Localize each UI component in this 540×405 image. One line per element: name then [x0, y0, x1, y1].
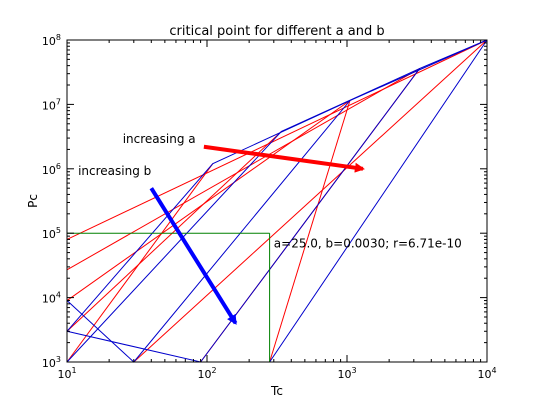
x-tick-label-0: 101 — [57, 366, 76, 381]
const-a-line-3 — [66, 68, 420, 271]
y-tick-label-4: 107 — [42, 97, 61, 112]
const-b-line-3 — [66, 68, 420, 363]
const-b-line-2 — [66, 39, 488, 363]
y-tick-label-3: 106 — [42, 162, 61, 177]
y-tick-label-2: 105 — [42, 226, 61, 241]
annotation-2: a=25.0, b=0.0030; r=6.71e-10 — [274, 236, 462, 250]
ticks: 101 102 103 104 103 104 105 106 107 108 — [42, 33, 497, 381]
y-tick-label-0: 103 — [42, 355, 61, 370]
const-a-line-4 — [66, 39, 488, 240]
y-tick-label-1: 104 — [42, 291, 61, 306]
const-b-line-0 — [67, 39, 488, 363]
const-a-line-2 — [66, 100, 351, 301]
const-b-line-1 — [66, 39, 488, 363]
x-tick-label-3: 104 — [477, 366, 496, 381]
annotation-1: increasing b — [78, 164, 151, 178]
const-a-line-5 — [133, 39, 488, 363]
axes-frame — [66, 39, 488, 363]
annotation-0: increasing a — [123, 132, 196, 146]
x-tick-label-2: 103 — [337, 366, 356, 381]
plot-area — [66, 39, 488, 363]
y-tick-label-5: 108 — [42, 33, 61, 48]
arrow-increasing-a — [203, 144, 365, 173]
chart-title: critical point for different a and b — [169, 24, 384, 39]
const-a-line-7 — [269, 100, 351, 363]
y-axis-label: Pc — [26, 194, 40, 208]
x-tick-label-1: 102 — [197, 366, 216, 381]
annotations: increasing a increasing b a=25.0, b=0.0030… — [78, 132, 462, 325]
const-b-line-4 — [66, 100, 351, 332]
x-axis-label: Tc — [270, 384, 283, 398]
arrow-increasing-b — [149, 187, 238, 325]
const-a-line-1 — [66, 131, 282, 332]
